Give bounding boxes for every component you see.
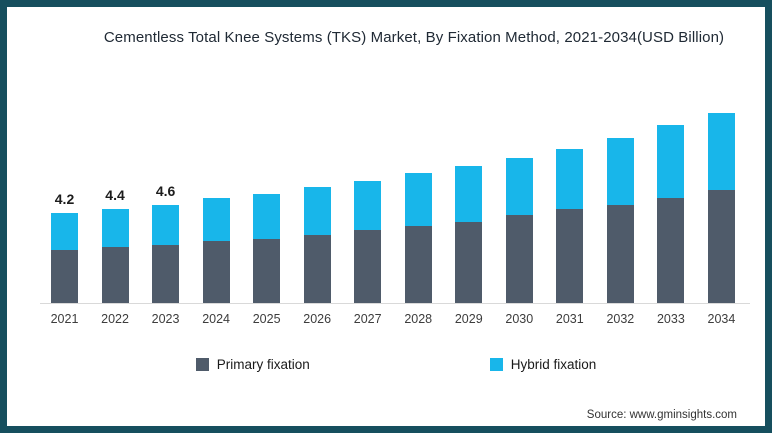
bar-segment-primary: [354, 230, 382, 303]
x-axis-label: 2022: [101, 312, 129, 326]
bar-segment-primary: [152, 245, 180, 303]
bar-group: [404, 172, 432, 303]
bar-segment-hybrid: [404, 172, 432, 226]
bar-segment-hybrid: [556, 148, 584, 209]
bar-segment-primary: [556, 208, 584, 303]
legend-item-primary-fixation: Primary fixation: [195, 357, 310, 372]
x-axis-label: 2032: [606, 312, 635, 326]
bar-value-label: 4.2: [54, 191, 75, 208]
legend-swatch-primary-icon: [195, 358, 209, 371]
legend-item-hybrid-fixation: Hybrid fixation: [489, 357, 597, 372]
bar-group: [253, 193, 281, 303]
x-axis-label: 2034: [707, 312, 736, 326]
chart-title: Cementless Total Knee Systems (TKS) Mark…: [103, 29, 725, 46]
x-axis-label: 2027: [353, 312, 382, 326]
x-axis-label: 2033: [656, 312, 685, 326]
bar-segment-primary: [606, 204, 634, 303]
bar-value-label: 4.4: [105, 186, 125, 203]
bar-segment-primary: [455, 221, 483, 303]
bar-segment-primary: [253, 238, 281, 303]
bar-segment-primary: [505, 215, 533, 303]
bar-group: [455, 166, 483, 303]
bar-segment-primary: [404, 226, 432, 303]
bar-group: 4.4: [101, 187, 129, 303]
legend-label: Hybrid fixation: [510, 357, 597, 372]
bar-group: [606, 138, 634, 303]
bar-group: [556, 148, 584, 303]
bar-group: 4.6: [152, 183, 180, 303]
bar-group: [202, 198, 230, 303]
x-axis-label: 2024: [202, 312, 230, 326]
bar-segment-hybrid: [101, 208, 129, 248]
x-axis-label: 2030: [505, 312, 534, 326]
x-axis-line: [40, 303, 750, 304]
bar-segment-primary: [51, 249, 78, 303]
bar-segment-primary: [202, 240, 230, 303]
bar-segment-primary: [657, 198, 685, 303]
source-text: Source: www.gminsights.com: [586, 409, 737, 421]
bar-value-label: 4.6: [155, 182, 176, 199]
bar-group: [505, 157, 533, 303]
x-axis-label: 2026: [303, 312, 332, 326]
bar-group: [354, 181, 382, 303]
x-axis-label: 2031: [555, 312, 584, 326]
x-axis-labels: 2021 2022 2023 2024 2025 2026 2027 2028 2029 2030…: [50, 312, 736, 326]
legend-swatch-hybrid-icon: [489, 358, 503, 371]
x-axis-label: 2021: [50, 312, 79, 326]
bar-segment-primary: [303, 234, 331, 303]
bar-segment-primary: [101, 247, 129, 303]
bar-segment-hybrid: [707, 112, 735, 190]
bar-group: [707, 112, 735, 303]
bar-segment-hybrid: [253, 193, 281, 239]
bar-group: [657, 125, 685, 303]
legend-label: Primary fixation: [216, 357, 310, 372]
x-axis-label: 2029: [454, 312, 483, 326]
bar-segment-hybrid: [354, 181, 382, 231]
bar-segment-hybrid: [51, 213, 78, 250]
bar-segment-hybrid: [606, 138, 634, 205]
bar-segment-hybrid: [303, 187, 331, 235]
bar-segment-hybrid: [202, 198, 230, 241]
bar-segment-hybrid: [505, 157, 533, 216]
x-axis-label: 2023: [151, 312, 180, 326]
x-axis-label: 2025: [252, 312, 281, 326]
bar-segment-hybrid: [152, 204, 180, 246]
x-axis-label: 2028: [404, 312, 433, 326]
bar-group: [303, 187, 331, 303]
legend: Primary fixation Hybrid fixation: [7, 357, 765, 372]
plot-area: 4.2 4.4 4.6: [51, 103, 735, 303]
bar-segment-hybrid: [657, 125, 685, 199]
bar-group: 4.2: [51, 191, 78, 303]
bar-segment-hybrid: [455, 166, 483, 222]
bar-segment-primary: [707, 189, 735, 303]
